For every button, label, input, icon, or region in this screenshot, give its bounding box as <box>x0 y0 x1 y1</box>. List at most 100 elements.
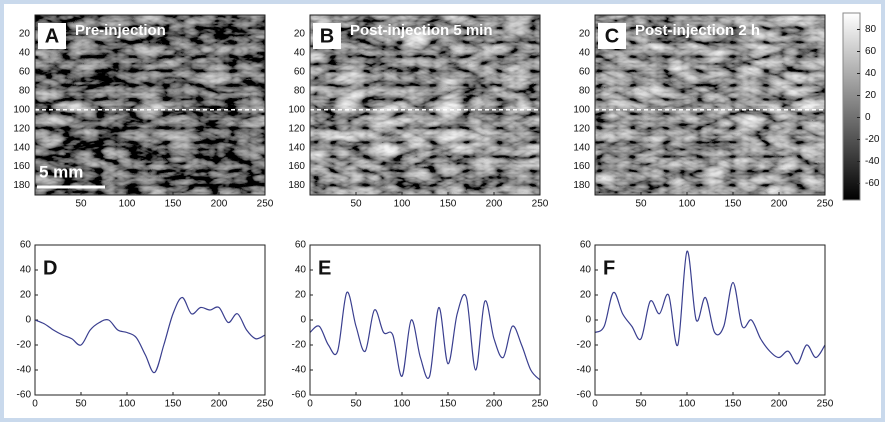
x-tick-label: 100 <box>394 199 411 210</box>
y-tick-label: 80 <box>19 85 31 96</box>
frame <box>34 244 266 396</box>
x-tick-label: 150 <box>725 399 742 410</box>
panel-label-box <box>38 23 66 49</box>
y-tick-label: 20 <box>579 29 591 40</box>
x-tick-label: 200 <box>771 199 788 210</box>
y-tick-label: 20 <box>580 290 592 301</box>
y-tick-label: 100 <box>288 104 305 115</box>
y-tick-label: 20 <box>295 290 307 301</box>
y-tick-label: 40 <box>295 265 307 276</box>
y-tick-label: 60 <box>19 66 31 77</box>
line <box>309 291 541 381</box>
line <box>34 296 266 374</box>
x-tick-label: 250 <box>817 199 834 210</box>
y-tick-label: -60 <box>292 390 307 401</box>
line <box>594 250 826 365</box>
x-tick-label: 0 <box>32 399 38 410</box>
y-tick-label: -60 <box>17 390 32 401</box>
colorbar-tick-label: 60 <box>865 46 877 57</box>
colorbar-tick-label: 20 <box>865 90 877 101</box>
y-tick-label: 180 <box>13 180 30 191</box>
x-tick-label: 100 <box>679 399 696 410</box>
x-tick-label: 150 <box>165 199 182 210</box>
colorbar-tick-label: -40 <box>865 156 880 167</box>
y-tick-label: 80 <box>579 85 591 96</box>
y-tick-label: 100 <box>573 104 590 115</box>
y-tick-label: 40 <box>579 48 591 59</box>
x-tick-label: 200 <box>211 199 228 210</box>
x-tick-label: 50 <box>75 399 87 410</box>
y-tick-label: 140 <box>573 142 590 153</box>
frame <box>594 14 826 196</box>
image-texture <box>310 15 540 195</box>
x-tick-label: 200 <box>211 399 228 410</box>
x-tick-label: 100 <box>679 199 696 210</box>
scale-bar-label: 5 mm <box>39 162 83 181</box>
y-tick-label: 180 <box>573 180 590 191</box>
y-tick-label: 140 <box>13 142 30 153</box>
y-tick-label: 40 <box>20 265 32 276</box>
panel-label: E <box>318 257 331 279</box>
x-tick-label: 150 <box>165 399 182 410</box>
y-tick-label: 100 <box>13 104 30 115</box>
y-tick-label: 60 <box>20 240 32 251</box>
x-tick-label: 100 <box>119 399 136 410</box>
y-tick-label: 160 <box>573 161 590 172</box>
panel-label: C <box>605 25 619 47</box>
x-tick-label: 100 <box>394 399 411 410</box>
panel-label: D <box>43 257 57 279</box>
y-tick-label: 80 <box>294 85 306 96</box>
y-tick-label: 0 <box>25 315 31 326</box>
y-tick-label: -20 <box>292 340 307 351</box>
frame <box>594 244 826 396</box>
x-tick-label: 50 <box>75 199 87 210</box>
y-tick-label: -40 <box>577 365 592 376</box>
panel-label: F <box>603 257 615 279</box>
image-texture <box>35 15 265 195</box>
y-tick-label: 60 <box>295 240 307 251</box>
plot-area <box>35 245 265 395</box>
x-tick-label: 250 <box>257 199 274 210</box>
panel-label-box <box>313 23 341 49</box>
colorbar-tick-label: 0 <box>865 112 871 123</box>
y-tick-label: 120 <box>13 123 30 134</box>
x-tick-label: 100 <box>119 199 136 210</box>
y-tick-label: -40 <box>292 365 307 376</box>
x-tick-label: 250 <box>532 199 549 210</box>
x-tick-label: 0 <box>592 399 598 410</box>
x-tick-label: 50 <box>635 399 647 410</box>
y-tick-label: 0 <box>300 315 306 326</box>
x-tick-label: 200 <box>486 399 503 410</box>
colorbar-tick-label: 40 <box>865 68 877 79</box>
frame <box>34 14 266 196</box>
x-tick-label: 200 <box>771 399 788 410</box>
x-tick-label: 50 <box>350 399 362 410</box>
y-tick-label: 60 <box>294 66 306 77</box>
y-tick-label: 120 <box>573 123 590 134</box>
x-tick-label: 150 <box>725 199 742 210</box>
y-tick-label: 20 <box>294 29 306 40</box>
panel-label: A <box>45 25 59 47</box>
plot-area <box>310 245 540 395</box>
x-tick-label: 50 <box>635 199 647 210</box>
plot-area <box>595 245 825 395</box>
y-tick-label: 180 <box>288 180 305 191</box>
colorbar-tick-label: 80 <box>865 24 877 35</box>
x-tick-label: 150 <box>440 399 457 410</box>
y-tick-label: 20 <box>19 29 31 40</box>
y-tick-label: 60 <box>580 240 592 251</box>
y-tick-label: -20 <box>577 340 592 351</box>
y-tick-label: 60 <box>579 66 591 77</box>
y-tick-label: 160 <box>13 161 30 172</box>
panel-title: Pre-injection <box>75 22 166 39</box>
y-tick-label: 40 <box>580 265 592 276</box>
frame <box>309 14 541 196</box>
y-tick-label: 120 <box>288 123 305 134</box>
y-tick-label: -60 <box>577 390 592 401</box>
y-tick-label: -40 <box>17 365 32 376</box>
y-tick-label: 140 <box>288 142 305 153</box>
panel-label-box <box>598 23 626 49</box>
frame <box>309 244 541 396</box>
